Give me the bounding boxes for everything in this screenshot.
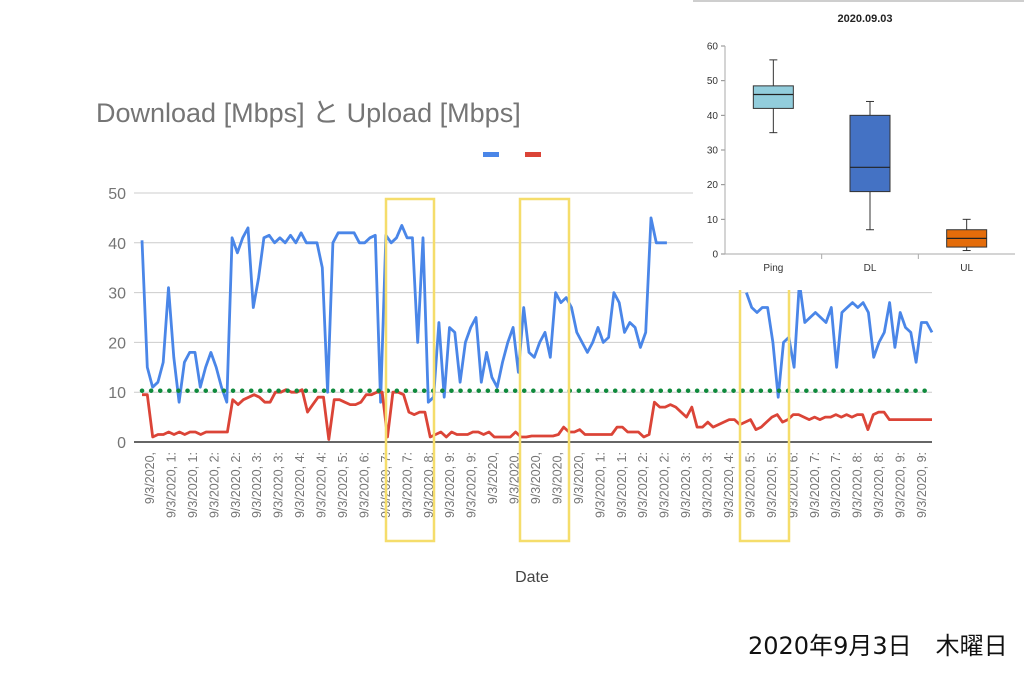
box-plot-inset: 2020.09.03 0 10 20 30 40 50 60 Ping DL UL — [693, 0, 1024, 290]
y-axis-ticks: 0 10 20 30 40 50 — [108, 186, 126, 452]
y-tick-label: 20 — [108, 335, 126, 352]
x-tick-label: 9/3/2020, 7: — [400, 452, 414, 518]
legend-swatch-upload — [525, 152, 541, 157]
x-tick-label: 9/3/2020, 2: — [207, 452, 221, 518]
y-tick-label: 40 — [108, 236, 126, 253]
x-tick-label: 9/3/2020, 9: — [915, 452, 929, 518]
upload-series-line — [142, 388, 932, 441]
x-tick-label: 9/3/2020, 4: — [315, 452, 329, 518]
x-tick-label: 9/3/2020, 7: — [829, 452, 843, 518]
x-tick-label: 9/3/2020, 4: — [722, 452, 736, 518]
box-y-tick-label: 60 — [707, 42, 719, 53]
x-tick-label: 9/3/2020, 1: — [186, 452, 200, 518]
x-axis-label: Date — [515, 569, 549, 586]
x-tick-label: 9/3/2020, 1: — [164, 452, 178, 518]
legend-swatch-download — [483, 152, 499, 157]
x-axis-ticks: 9/3/2020, 9/3/2020, 1: 9/3/2020, 1: 9/3/202… — [143, 452, 929, 518]
y-tick-label: 0 — [117, 435, 126, 452]
box-plot-boxes: Ping DL UL — [752, 59, 988, 274]
x-tick-label: 9/3/2020, 8: — [851, 452, 865, 518]
x-tick-label: 9/3/2020, 9: — [894, 452, 908, 518]
x-tick-label: 9/3/2020, 8: — [872, 452, 886, 518]
x-tick-label: 9/3/2020, 5: — [336, 452, 350, 518]
x-tick-label: 9/3/2020, 1: — [615, 452, 629, 518]
box-y-tick-label: 30 — [707, 146, 719, 157]
box-dl: DL — [821, 100, 891, 274]
x-tick-label: 9/3/2020, 6: — [357, 452, 371, 518]
box-y-tick-label: 40 — [707, 111, 719, 122]
download-series-line — [140, 216, 934, 404]
box-plot-axes: 0 10 20 30 40 50 60 — [707, 42, 1015, 261]
box-y-tick-label: 0 — [712, 250, 718, 261]
x-tick-label: 9/3/2020, 9: — [443, 452, 457, 518]
x-tick-label: 9/3/2020, 2: — [658, 452, 672, 518]
x-tick-label: 9/3/2020, — [486, 452, 500, 504]
y-tick-label: 50 — [108, 186, 126, 203]
x-tick-label: 9/3/2020, — [508, 452, 522, 504]
x-tick-label: 9/3/2020, 2: — [636, 452, 650, 518]
box-y-tick-label: 20 — [707, 180, 719, 191]
highlight-box-1 — [384, 197, 436, 543]
box-category-label: Ping — [763, 263, 783, 274]
x-tick-label: 9/3/2020, 3: — [272, 452, 286, 518]
box-category-label: UL — [960, 263, 973, 274]
x-tick-label: 9/3/2020, 9: — [465, 452, 479, 518]
x-tick-label: 9/3/2020, 4: — [293, 452, 307, 518]
box-plot-title: 2020.09.03 — [837, 13, 892, 25]
box-body — [849, 114, 891, 193]
chart-title: Download [Mbps] と Upload [Mbps] — [96, 98, 521, 128]
x-tick-label: 9/3/2020, — [572, 452, 586, 504]
box-ping: Ping — [752, 59, 794, 274]
x-tick-label: 9/3/2020, 8: — [422, 452, 436, 518]
series-lines — [139, 216, 935, 441]
box-ul: UL — [917, 218, 988, 274]
x-tick-label: 9/3/2020, — [529, 452, 543, 504]
x-tick-label: 9/3/2020, 1: — [593, 452, 607, 518]
box-body — [752, 85, 794, 109]
date-caption: 2020年9月3日 木曜日 — [748, 632, 1008, 660]
y-tick-label: 30 — [108, 286, 126, 303]
x-tick-label: 9/3/2020, 3: — [701, 452, 715, 518]
x-tick-label: 9/3/2020, 7: — [808, 452, 822, 518]
x-tick-label: 9/3/2020, — [550, 452, 564, 504]
x-tick-label: 9/3/2020, 3: — [679, 452, 693, 518]
x-tick-label: 9/3/2020, 5: — [743, 452, 757, 518]
x-tick-label: 9/3/2020, 3: — [250, 452, 264, 518]
x-tick-label: 9/3/2020, 5: — [765, 452, 779, 518]
x-tick-label: 9/3/2020, 2: — [229, 452, 243, 518]
box-plot-svg: 2020.09.03 0 10 20 30 40 50 60 Ping DL UL — [693, 0, 1024, 274]
x-tick-label: 9/3/2020, — [143, 452, 157, 504]
box-y-tick-label: 10 — [707, 215, 719, 226]
box-y-tick-label: 50 — [707, 76, 719, 87]
y-tick-label: 10 — [108, 385, 126, 402]
box-category-label: DL — [864, 263, 877, 274]
highlight-box-2 — [518, 197, 571, 543]
